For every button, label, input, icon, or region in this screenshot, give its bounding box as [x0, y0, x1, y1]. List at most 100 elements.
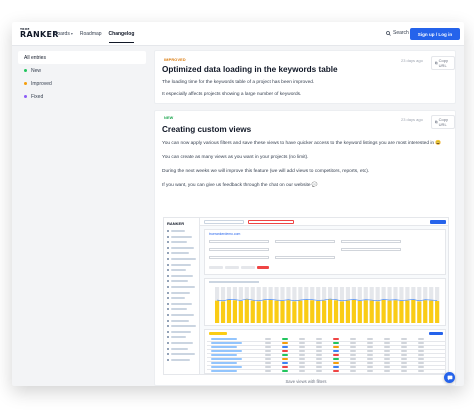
- screenshot-sidebar-icon: [167, 347, 169, 350]
- screenshot-sidebar-icon: [167, 336, 169, 339]
- screenshot-table-cell: [282, 354, 288, 356]
- sidebar-item-improved[interactable]: Improved: [18, 77, 146, 90]
- screenshot-table-cell: [265, 342, 271, 344]
- copy-url-button[interactable]: Copy URL: [431, 115, 455, 129]
- screenshot-table-cell: [282, 366, 288, 368]
- chart-bar: [399, 301, 404, 323]
- logo[interactable]: TRUE RANKER: [20, 27, 58, 41]
- copy-url-label: Copy URL: [438, 58, 449, 68]
- screenshot-sidebar-row: [171, 302, 192, 305]
- screenshot-table-cell: [333, 338, 339, 340]
- screenshot-table-cell: [418, 354, 424, 356]
- chart-bar: [387, 300, 392, 323]
- screenshot-table-divider: [207, 361, 445, 362]
- copy-url-button[interactable]: Copy URL: [431, 56, 455, 70]
- screenshot-table-cell: [211, 338, 237, 340]
- screenshot-table-cell: [316, 346, 322, 348]
- nav-boards[interactable]: Boards▾: [54, 22, 73, 46]
- screenshot-table-cell: [333, 354, 339, 356]
- entry-paragraph: If you want, you can give us feedback th…: [162, 183, 318, 188]
- screenshot-table-cell: [384, 350, 390, 352]
- screenshot-table-divider: [207, 365, 445, 366]
- screenshot-table-divider: [207, 357, 445, 358]
- screenshot-sidebar-row: [171, 325, 196, 328]
- screenshot-table-cell: [333, 346, 339, 348]
- screenshot-table-cell: [265, 370, 271, 372]
- screenshot-table-cell: [367, 342, 373, 344]
- screenshot-sidebar-icon: [167, 319, 169, 322]
- chat-launcher-button[interactable]: [444, 372, 455, 383]
- sidebar-item-all-entries[interactable]: All entries: [18, 51, 146, 64]
- chart-bar: [226, 299, 232, 323]
- screenshot-table-cell: [299, 338, 305, 340]
- screenshot-table-cell: [401, 358, 407, 360]
- nav-changelog[interactable]: Changelog: [108, 22, 134, 46]
- screenshot-table-cell: [282, 358, 288, 360]
- screenshot-table-cell: [299, 358, 305, 360]
- search-icon: [386, 30, 391, 36]
- chart-trend-line: [217, 298, 438, 302]
- screenshot-table-cell: [316, 338, 322, 340]
- signup-login-button[interactable]: Sign up / Log in: [410, 28, 460, 40]
- screenshot-sidebar-icon: [167, 252, 169, 255]
- screenshot-table-cell: [333, 362, 339, 364]
- changelog-filter-sidebar: All entries New Improved Fixed: [18, 51, 146, 103]
- screenshot-keywords-table: [204, 329, 446, 374]
- screenshot-table-cell: [401, 338, 407, 340]
- chart-bar: [328, 299, 333, 323]
- screenshot-table-divider: [207, 373, 445, 374]
- screenshot-table-cell: [367, 346, 373, 348]
- chart-bar: [232, 300, 238, 323]
- screenshot-field: [341, 240, 401, 243]
- chart-bar: [304, 299, 309, 323]
- sidebar-item-new[interactable]: New: [18, 64, 146, 77]
- entry-paragraph: The loading time for the keywords table …: [162, 80, 315, 85]
- screenshot-table-divider: [207, 349, 445, 350]
- entry-title: Creating custom views: [162, 125, 252, 134]
- screenshot-table-cell: [367, 366, 373, 368]
- chart-bar: [411, 299, 416, 323]
- screenshot-chip: [225, 266, 239, 269]
- copy-url-label: Copy URL: [438, 117, 449, 127]
- sidebar-item-label: All entries: [24, 54, 46, 61]
- screenshot-table-cell: [333, 366, 339, 368]
- status-dot-icon: [24, 95, 27, 98]
- screenshot-table-cell: [299, 362, 305, 364]
- screenshot-table-cell: [211, 362, 237, 364]
- chart-bar: [405, 300, 410, 323]
- screenshot-table-cell: [211, 354, 237, 356]
- screenshot-table-cell: [401, 362, 407, 364]
- sidebar-item-fixed[interactable]: Fixed: [18, 90, 146, 103]
- chart-bar: [375, 301, 380, 323]
- screenshot-table-cell: [265, 354, 271, 356]
- screenshot-table-cell: [350, 354, 356, 356]
- chart-bar: [268, 299, 273, 323]
- screenshot-button: [430, 220, 446, 224]
- chevron-down-icon: ▾: [70, 31, 73, 36]
- screenshot-table-cell: [333, 370, 339, 372]
- screenshot-field: [275, 256, 335, 259]
- screenshot-caption: Save views with filters: [285, 379, 327, 384]
- chart-bar: [310, 300, 315, 323]
- screenshot-table-cell: [316, 358, 322, 360]
- screenshot-sidebar-row: [171, 258, 196, 260]
- screenshot-table-cell: [384, 362, 390, 364]
- screenshot-table-cell: [316, 342, 322, 344]
- screenshot-table-cell: [333, 342, 339, 344]
- search-label: Search: [393, 30, 409, 36]
- search-button[interactable]: Search: [386, 30, 409, 36]
- screenshot-table-cell: [350, 362, 356, 364]
- screenshot-sidebar-row: [171, 347, 188, 350]
- screenshot-table-cell: [367, 362, 373, 364]
- screenshot-table-cell: [350, 366, 356, 368]
- screenshot-table-cell: [401, 346, 407, 348]
- chart-bar: [369, 300, 374, 323]
- screenshot-table-cell: [282, 350, 288, 352]
- screenshot-sidebar-icon: [167, 241, 169, 244]
- screenshot-table-cell: [384, 358, 390, 360]
- screenshot-table-cell: [316, 370, 322, 372]
- nav-roadmap[interactable]: Roadmap: [80, 22, 102, 46]
- chart-bar: [339, 301, 345, 323]
- screenshot-sidebar-icon: [167, 286, 169, 288]
- chart-bar: [220, 301, 226, 323]
